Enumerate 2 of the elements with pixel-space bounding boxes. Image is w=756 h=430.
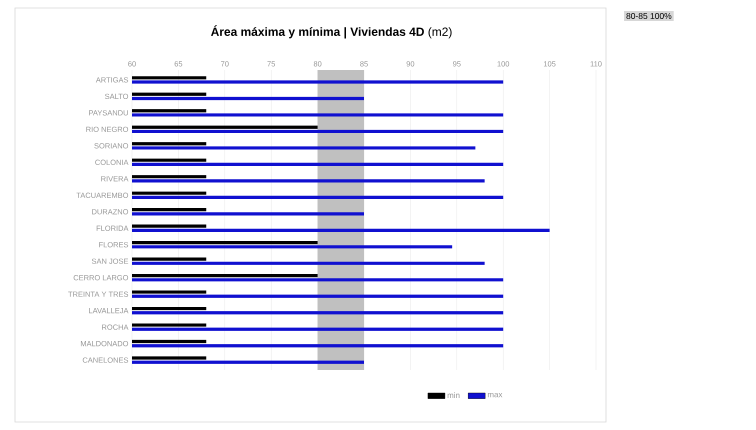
text: 80-85 100%	[626, 13, 672, 19]
chart-title: Área máxima y mínima | Viviendas 4D (m2)	[210, 25, 452, 39]
